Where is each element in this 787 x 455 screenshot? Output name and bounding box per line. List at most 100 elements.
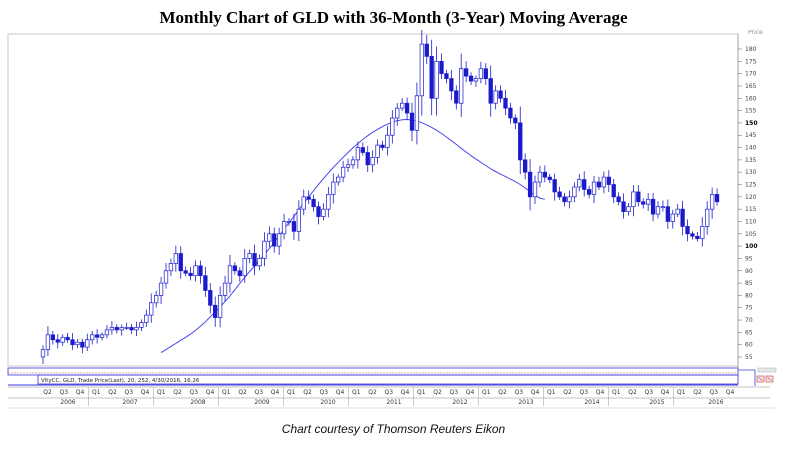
- candle-body: [94, 334, 100, 338]
- quarter-tick-label: Q1: [547, 389, 556, 396]
- candle-body: [463, 68, 469, 77]
- candle: [390, 109, 395, 144]
- candle: [370, 150, 375, 173]
- y-tick-label: 75: [745, 305, 753, 312]
- candle: [695, 232, 700, 242]
- candle: [650, 192, 656, 222]
- candle: [709, 187, 715, 219]
- quarter-tick-label: Q3: [709, 389, 718, 396]
- candle: [168, 258, 174, 277]
- candle: [316, 201, 321, 225]
- candle-body: [572, 186, 577, 198]
- quarter-tick-label: Q4: [596, 389, 605, 396]
- scroll-handle[interactable]: [757, 367, 777, 373]
- candle: [144, 309, 149, 327]
- panel-restore-button[interactable]: [765, 375, 774, 383]
- panel-close-button[interactable]: [756, 375, 765, 383]
- candle: [596, 176, 602, 190]
- candle-body: [478, 68, 484, 79]
- candle: [591, 176, 597, 204]
- candle-body: [434, 60, 439, 99]
- candle-body: [705, 208, 710, 227]
- quarter-tick-label: Q1: [677, 389, 686, 396]
- candle-body: [414, 95, 420, 131]
- candle-body: [606, 176, 611, 185]
- year-tick-label: 2008: [190, 399, 205, 406]
- candle-body: [631, 191, 636, 208]
- candle: [463, 61, 469, 83]
- candle-body: [400, 102, 405, 109]
- time-axis: Q2 Q3 Q4 Q1 Q2 Q3 Q4 Q1 Q2 Q3 Q4 Q1 Q2 Q3 Q4 Q1 Q2 Q3 Q4 Q1…: [8, 386, 775, 409]
- candle-body: [409, 112, 415, 131]
- quarter-tick-label: Q1: [417, 389, 426, 396]
- candle-body: [281, 221, 287, 235]
- candle: [380, 140, 385, 151]
- quarter-tick-label: Q1: [352, 389, 361, 396]
- candle-body: [582, 179, 587, 190]
- quarter-tick-label: Q4: [206, 389, 215, 396]
- candle-body: [193, 265, 198, 277]
- quarter-tick-label: Q2: [43, 389, 52, 396]
- candle: [163, 262, 169, 289]
- quarter-tick-label: Q4: [661, 389, 670, 396]
- candle-body: [208, 290, 213, 306]
- candle-body: [360, 147, 365, 153]
- candle: [124, 322, 129, 330]
- candle-body: [552, 179, 557, 193]
- quarter-tick-label: Q4: [726, 389, 735, 396]
- candle-body: [424, 43, 429, 57]
- candle-body: [390, 117, 395, 136]
- candle-body: [586, 189, 592, 195]
- candle-body: [395, 107, 400, 119]
- legend-box: [37, 374, 739, 385]
- candle: [395, 102, 400, 126]
- candle-body: [198, 265, 203, 277]
- candle: [70, 333, 75, 350]
- candle-body: [331, 181, 336, 195]
- year-tick-label: 2012: [452, 399, 467, 406]
- candle: [208, 283, 213, 314]
- chart-frame: [7, 33, 739, 368]
- y-tick-label: 160: [745, 95, 757, 102]
- candle: [675, 203, 680, 218]
- candle: [714, 188, 720, 206]
- candle: [385, 126, 390, 156]
- candle: [611, 178, 616, 204]
- candle: [193, 260, 198, 282]
- candle-body: [429, 56, 434, 99]
- candle-body: [537, 171, 543, 183]
- candle-body: [685, 226, 690, 235]
- y-tick-label: 100: [745, 243, 758, 250]
- candle-body: [350, 159, 356, 166]
- candle: [552, 173, 557, 201]
- candle: [257, 254, 262, 271]
- quarter-tick-label: Q2: [238, 389, 247, 396]
- candle: [606, 170, 611, 193]
- candle: [670, 209, 675, 229]
- candle-body: [655, 206, 661, 215]
- candle: [296, 200, 301, 242]
- candle-body: [459, 68, 464, 104]
- candle: [94, 329, 100, 344]
- quarter-tick-label: Q1: [612, 389, 621, 396]
- quarter-tick-label: Q1: [482, 389, 491, 396]
- y-tick-label: 150: [745, 120, 758, 127]
- y-tick-label: 120: [745, 194, 757, 201]
- candle: [227, 254, 233, 293]
- candle-body: [508, 107, 513, 119]
- candle-body: [139, 322, 144, 328]
- candle: [660, 200, 666, 212]
- candle-body: [532, 181, 538, 198]
- candle-body: [114, 327, 119, 331]
- year-tick-label: 2016: [708, 399, 723, 406]
- candle: [213, 296, 218, 327]
- candle: [547, 173, 552, 184]
- candle-body: [168, 263, 174, 272]
- quarter-tick-label: Q2: [173, 389, 182, 396]
- candle: [85, 333, 90, 351]
- candle: [375, 139, 380, 164]
- quarter-tick-label: Q3: [514, 389, 523, 396]
- candle-body: [449, 78, 454, 92]
- candle-body: [601, 176, 607, 188]
- candle: [527, 159, 533, 211]
